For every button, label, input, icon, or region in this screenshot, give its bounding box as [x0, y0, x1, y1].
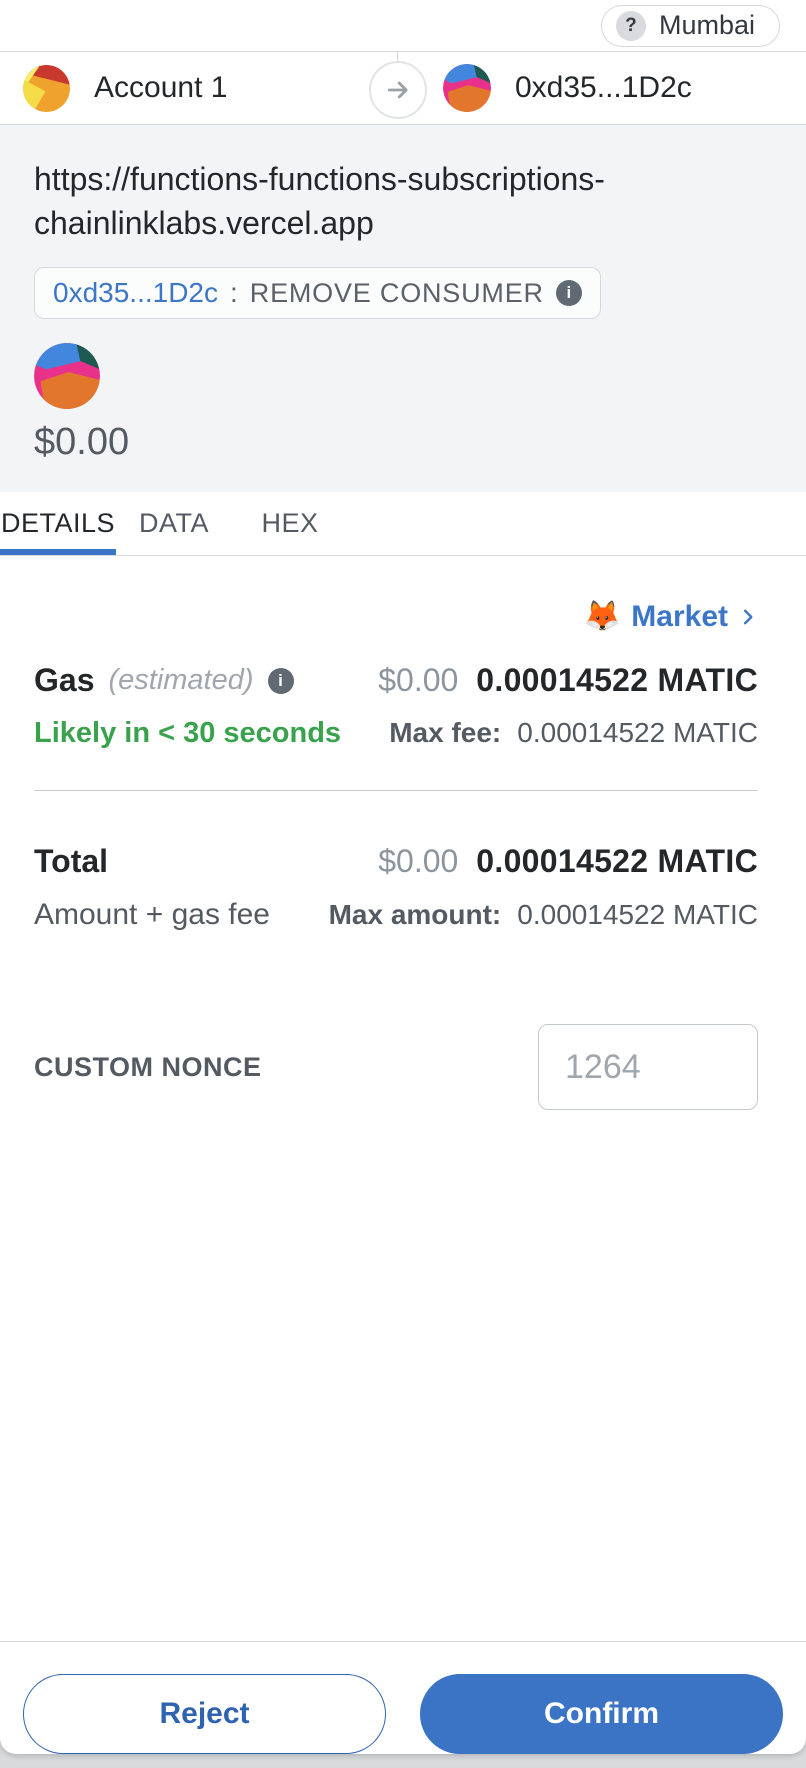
gas-estimated-label: (estimated): [108, 664, 254, 696]
recipient-avatar-large-icon: [34, 343, 100, 410]
content-spacer: [0, 1110, 806, 1641]
gas-market-label: Market: [631, 600, 728, 633]
account-row: Account 1: [0, 52, 806, 125]
info-icon[interactable]: i: [555, 280, 582, 307]
chevron-right-icon: [743, 609, 753, 625]
max-amount-value: 0.00014522 MATIC: [517, 899, 758, 930]
sender-account-name: Account 1: [94, 71, 228, 104]
action-footer: Reject Confirm: [0, 1641, 806, 1754]
total-label: Total: [34, 843, 109, 879]
transaction-amount-fiat: $0.00: [34, 421, 130, 464]
network-name: Mumbai: [658, 10, 755, 40]
badge-separator: :: [230, 277, 238, 309]
total-crypto-value: 0.00014522 MATIC: [476, 843, 758, 879]
top-bar: ? Mumbai: [0, 0, 806, 52]
recipient-address: 0xd35...1D2c: [515, 71, 692, 104]
gas-label: Gas: [34, 662, 95, 698]
gas-secondary-row: Likely in < 30 seconds Max fee: 0.000145…: [34, 717, 758, 750]
tab-details[interactable]: DETAILS: [0, 492, 116, 555]
sender-account[interactable]: Account 1: [0, 64, 386, 112]
gas-fiat-value: $0.00: [378, 662, 459, 698]
max-amount-label: Max amount:: [328, 899, 502, 930]
origin-url: https://functions-functions-subscription…: [34, 161, 605, 242]
reject-button[interactable]: Reject: [23, 1674, 386, 1754]
details-panel: 🦊 Market Gas (estimated) i $0.00 0.00014…: [0, 556, 806, 1110]
recipient-avatar-icon: [443, 64, 491, 112]
contract-address-link[interactable]: 0xd35...1D2c: [53, 277, 218, 309]
confirm-button[interactable]: Confirm: [420, 1674, 783, 1754]
gas-market-link[interactable]: 🦊 Market: [584, 600, 758, 634]
gas-info-icon[interactable]: i: [267, 667, 294, 694]
arrow-right-icon: [369, 61, 427, 119]
custom-nonce-input[interactable]: [538, 1024, 758, 1110]
network-selector[interactable]: ? Mumbai: [600, 4, 780, 47]
method-name: REMOVE CONSUMER: [249, 277, 544, 308]
origin-section: https://functions-functions-subscription…: [0, 125, 806, 492]
gas-row: Gas (estimated) i $0.00 0.00014522 MATIC: [34, 662, 758, 699]
gas-eta-text: Likely in < 30 seconds: [34, 717, 342, 749]
tab-bar: DETAILS DATA HEX: [0, 492, 806, 556]
fox-icon: 🦊: [583, 600, 622, 633]
gas-crypto-value: 0.00014522 MATIC: [476, 662, 758, 698]
sender-avatar-icon: [23, 64, 70, 112]
total-description: Amount + gas fee: [34, 898, 270, 931]
direction-arrow: [369, 52, 427, 119]
method-badge[interactable]: 0xd35...1D2c : REMOVE CONSUMER i: [34, 267, 601, 320]
max-fee-value: 0.00014522 MATIC: [517, 717, 758, 748]
total-fiat-value: $0.00: [378, 843, 459, 879]
total-secondary-row: Amount + gas fee Max amount: 0.00014522 …: [34, 898, 758, 932]
custom-nonce-row: CUSTOM NONCE: [34, 1024, 758, 1110]
section-divider: [34, 790, 758, 791]
tab-data[interactable]: DATA: [138, 508, 209, 538]
recipient-account[interactable]: 0xd35...1D2c: [386, 64, 806, 112]
max-fee-label: Max fee:: [389, 717, 502, 748]
gas-option-row: 🦊 Market: [34, 600, 758, 634]
unknown-network-icon: ?: [615, 10, 646, 41]
tab-hex[interactable]: HEX: [261, 508, 319, 538]
custom-nonce-label: CUSTOM NONCE: [34, 1051, 262, 1082]
total-row: Total $0.00 0.00014522 MATIC: [34, 843, 758, 880]
